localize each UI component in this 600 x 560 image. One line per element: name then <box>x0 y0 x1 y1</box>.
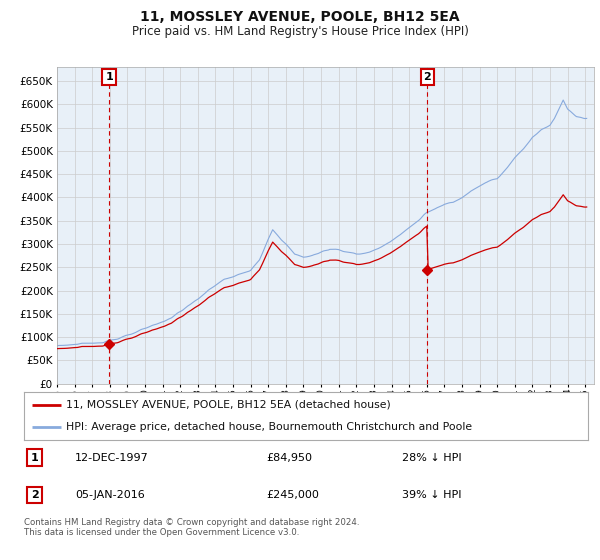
Text: 05-JAN-2016: 05-JAN-2016 <box>75 490 145 500</box>
Text: 28% ↓ HPI: 28% ↓ HPI <box>402 453 461 463</box>
Text: 1: 1 <box>105 72 113 82</box>
Text: 11, MOSSLEY AVENUE, POOLE, BH12 5EA: 11, MOSSLEY AVENUE, POOLE, BH12 5EA <box>140 10 460 24</box>
Text: Price paid vs. HM Land Registry's House Price Index (HPI): Price paid vs. HM Land Registry's House … <box>131 25 469 38</box>
Text: 39% ↓ HPI: 39% ↓ HPI <box>402 490 461 500</box>
Text: 1: 1 <box>31 453 38 463</box>
Text: 11, MOSSLEY AVENUE, POOLE, BH12 5EA (detached house): 11, MOSSLEY AVENUE, POOLE, BH12 5EA (det… <box>66 400 391 410</box>
Text: 2: 2 <box>424 72 431 82</box>
Text: £84,950: £84,950 <box>266 453 313 463</box>
Text: HPI: Average price, detached house, Bournemouth Christchurch and Poole: HPI: Average price, detached house, Bour… <box>66 422 472 432</box>
Text: Contains HM Land Registry data © Crown copyright and database right 2024.
This d: Contains HM Land Registry data © Crown c… <box>24 518 359 538</box>
Text: 12-DEC-1997: 12-DEC-1997 <box>75 453 149 463</box>
Text: £245,000: £245,000 <box>266 490 319 500</box>
Text: 2: 2 <box>31 490 38 500</box>
